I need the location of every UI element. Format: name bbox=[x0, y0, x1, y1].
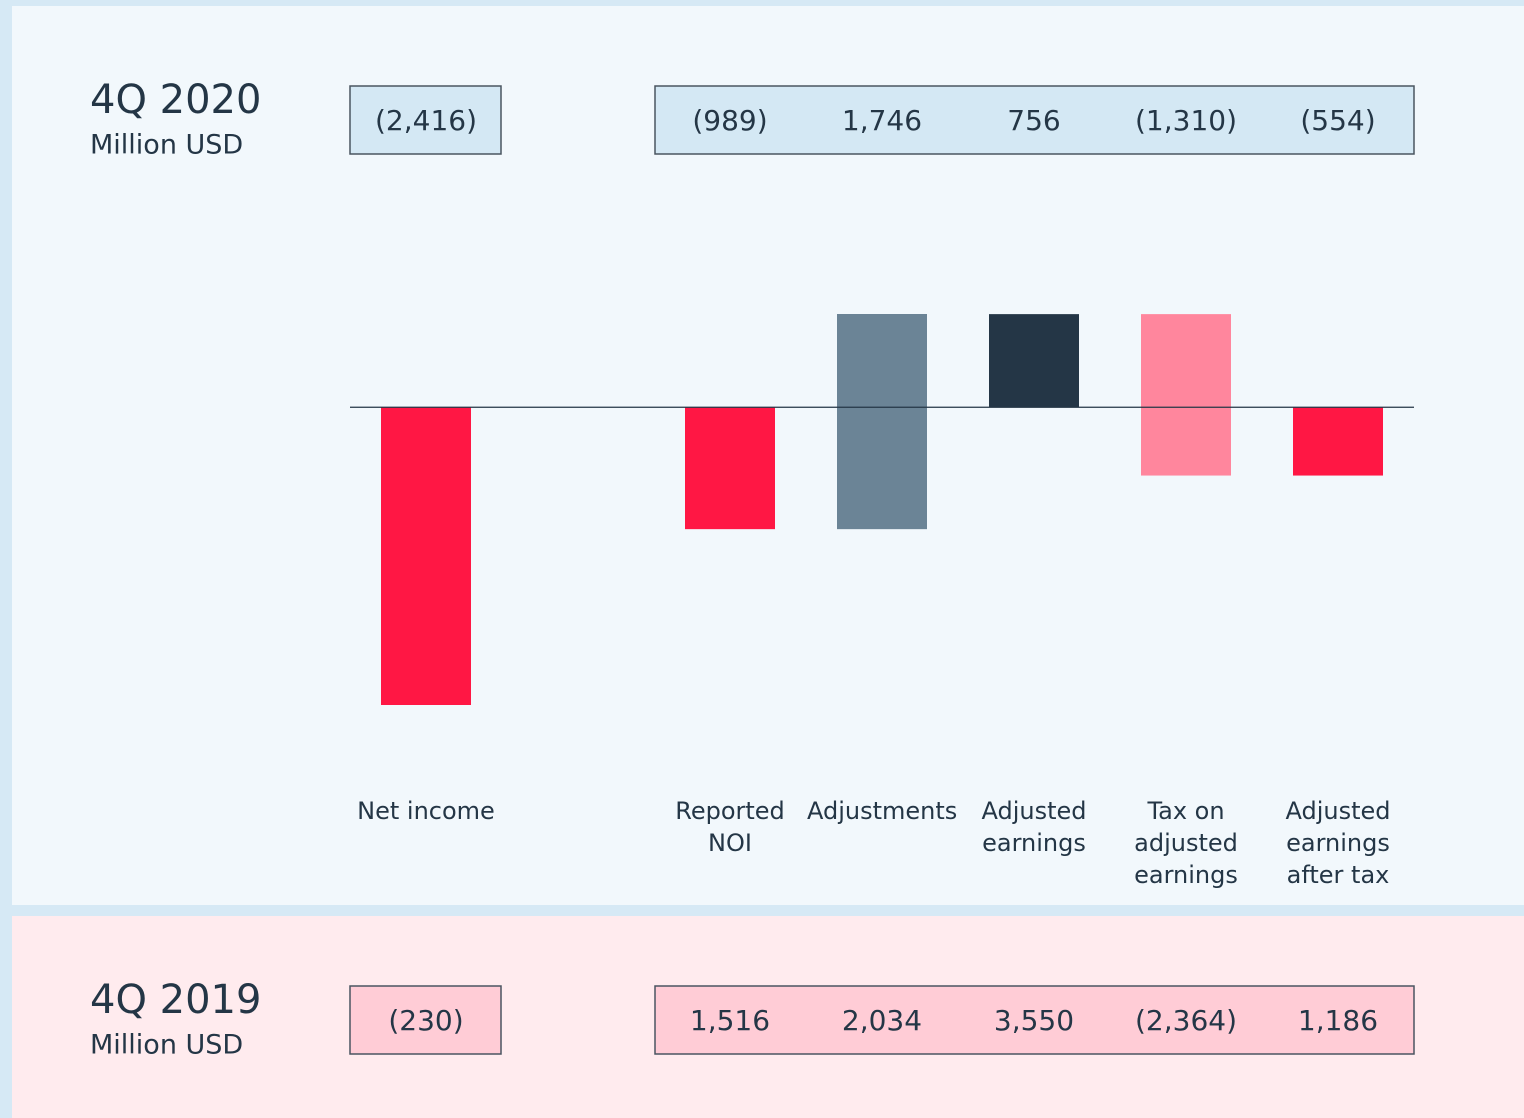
bar bbox=[381, 407, 471, 705]
value-label: (2,416) bbox=[375, 104, 477, 137]
value-label: 756 bbox=[1007, 104, 1060, 137]
category-label: Adjusted earnings bbox=[981, 797, 1087, 857]
value-label: (989) bbox=[692, 104, 767, 137]
category-label: Net income bbox=[357, 797, 495, 825]
bar bbox=[685, 407, 775, 530]
comparison-title: 4Q 2019 bbox=[90, 977, 261, 1023]
bar bbox=[1293, 407, 1383, 476]
comparison-label: 3,550 bbox=[994, 1004, 1074, 1037]
category-label: Tax on adjusted earnings bbox=[1134, 797, 1238, 889]
chart-title: 4Q 2020 bbox=[90, 77, 261, 123]
comparison-label: 1,186 bbox=[1298, 1004, 1378, 1037]
comparison-label: (2,364) bbox=[1135, 1004, 1237, 1037]
comparison-label: 1,516 bbox=[690, 1004, 770, 1037]
comparison-subtitle: Million USD bbox=[90, 1030, 243, 1061]
comparison-label: 2,034 bbox=[842, 1004, 922, 1037]
bar bbox=[989, 314, 1079, 408]
category-label: Reported NOI bbox=[675, 797, 785, 857]
chart-subtitle: Million USD bbox=[90, 130, 243, 161]
value-box bbox=[654, 85, 1415, 155]
value-box bbox=[349, 85, 502, 155]
comparison-label: (230) bbox=[388, 1004, 463, 1037]
value-box bbox=[349, 985, 502, 1055]
value-box bbox=[654, 985, 1415, 1055]
value-label: 1,746 bbox=[842, 104, 922, 137]
bar bbox=[837, 314, 927, 530]
category-label: Adjustments bbox=[807, 797, 958, 825]
value-label: (554) bbox=[1300, 104, 1375, 137]
bar bbox=[1141, 314, 1231, 476]
category-label: Adjusted earnings after tax bbox=[1285, 797, 1391, 889]
value-label: (1,310) bbox=[1135, 104, 1237, 137]
